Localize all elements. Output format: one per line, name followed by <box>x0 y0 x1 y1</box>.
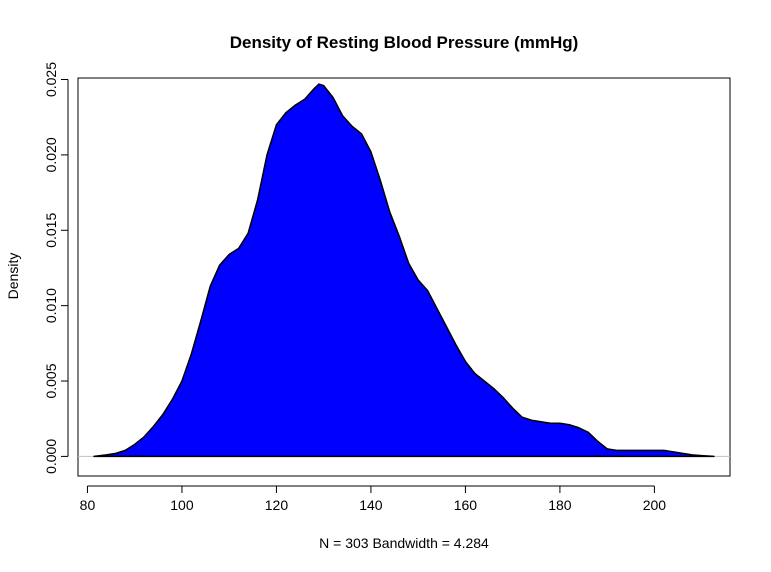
y-tick-label: 0.005 <box>43 363 59 398</box>
density-area <box>93 83 715 458</box>
x-tick-label: 200 <box>643 497 667 513</box>
chart-title: Density of Resting Blood Pressure (mmHg) <box>230 33 579 52</box>
plot-area <box>77 77 731 477</box>
x-tick-label: 120 <box>265 497 289 513</box>
y-tick-label: 0.025 <box>43 62 59 97</box>
x-tick-label: 100 <box>170 497 194 513</box>
plot-frame <box>77 77 731 477</box>
x-axis: 80 100 120 140 160 180 200 <box>80 485 667 513</box>
x-tick-label: 160 <box>454 497 478 513</box>
x-tick-label: 180 <box>548 497 572 513</box>
x-axis-label: N = 303 Bandwidth = 4.284 <box>319 535 489 551</box>
y-tick-label: 0.010 <box>43 288 59 323</box>
y-axis: 0.000 0.005 0.010 0.015 0.020 0.025 <box>43 62 69 474</box>
x-tick-label: 80 <box>80 497 96 513</box>
y-axis-label: Density <box>5 253 21 300</box>
y-tick-label: 0.015 <box>43 213 59 248</box>
y-tick-label: 0.000 <box>43 439 59 474</box>
x-tick-label: 140 <box>359 497 383 513</box>
y-tick-label: 0.020 <box>43 137 59 172</box>
